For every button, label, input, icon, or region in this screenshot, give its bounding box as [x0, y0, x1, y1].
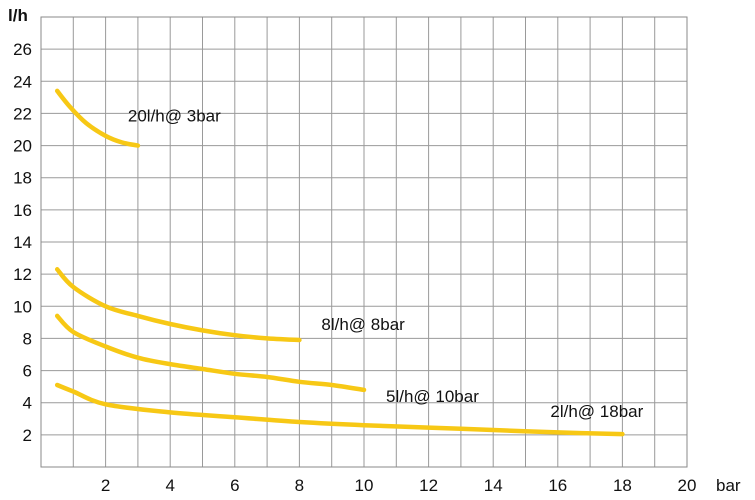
series-line [54, 88, 141, 148]
x-tick-labels: 2 4 6 8 10 12 14 16 18 20 [101, 476, 697, 495]
y-tick-label: 18 [13, 169, 32, 188]
x-tick-label: 16 [548, 476, 567, 495]
grid [41, 17, 687, 467]
series-label: 2l/h@ 18bar [550, 402, 643, 421]
y-tick-label: 2 [23, 426, 32, 445]
y-tick-label: 24 [13, 72, 32, 91]
series-label: 8l/h@ 8bar [321, 315, 405, 334]
x-tick-label: 2 [101, 476, 110, 495]
series-label: 20l/h@ 3bar [128, 107, 221, 126]
x-tick-label: 20 [678, 476, 697, 495]
y-tick-label: 20 [13, 137, 32, 156]
series-group [54, 88, 625, 437]
y-tick-label: 10 [13, 297, 32, 316]
x-tick-label: 12 [419, 476, 438, 495]
y-tick-label: 16 [13, 201, 32, 220]
series-line [54, 382, 625, 437]
series-label: 5l/h@ 10bar [386, 387, 479, 406]
x-tick-label: 8 [295, 476, 304, 495]
plot-frame [40, 16, 688, 468]
y-tick-label: 12 [13, 265, 32, 284]
x-tick-label: 4 [165, 476, 174, 495]
series-labels: 20l/h@ 3bar 8l/h@ 8bar 5l/h@ 10bar 2l/h@ 18… [128, 107, 644, 422]
x-tick-label: 6 [230, 476, 239, 495]
series-line [54, 313, 367, 393]
y-axis-label: l/h [8, 6, 28, 25]
x-tick-label: 10 [355, 476, 374, 495]
y-tick-label: 22 [13, 104, 32, 123]
x-tick-label: 14 [484, 476, 503, 495]
y-tick-label: 6 [23, 362, 32, 381]
y-tick-label: 14 [13, 233, 32, 252]
series-line [54, 267, 302, 343]
x-axis-label: bar [716, 476, 741, 495]
y-tick-label: 4 [23, 394, 32, 413]
y-tick-label: 8 [23, 329, 32, 348]
y-tick-label: 26 [13, 40, 32, 59]
x-tick-label: 18 [613, 476, 632, 495]
